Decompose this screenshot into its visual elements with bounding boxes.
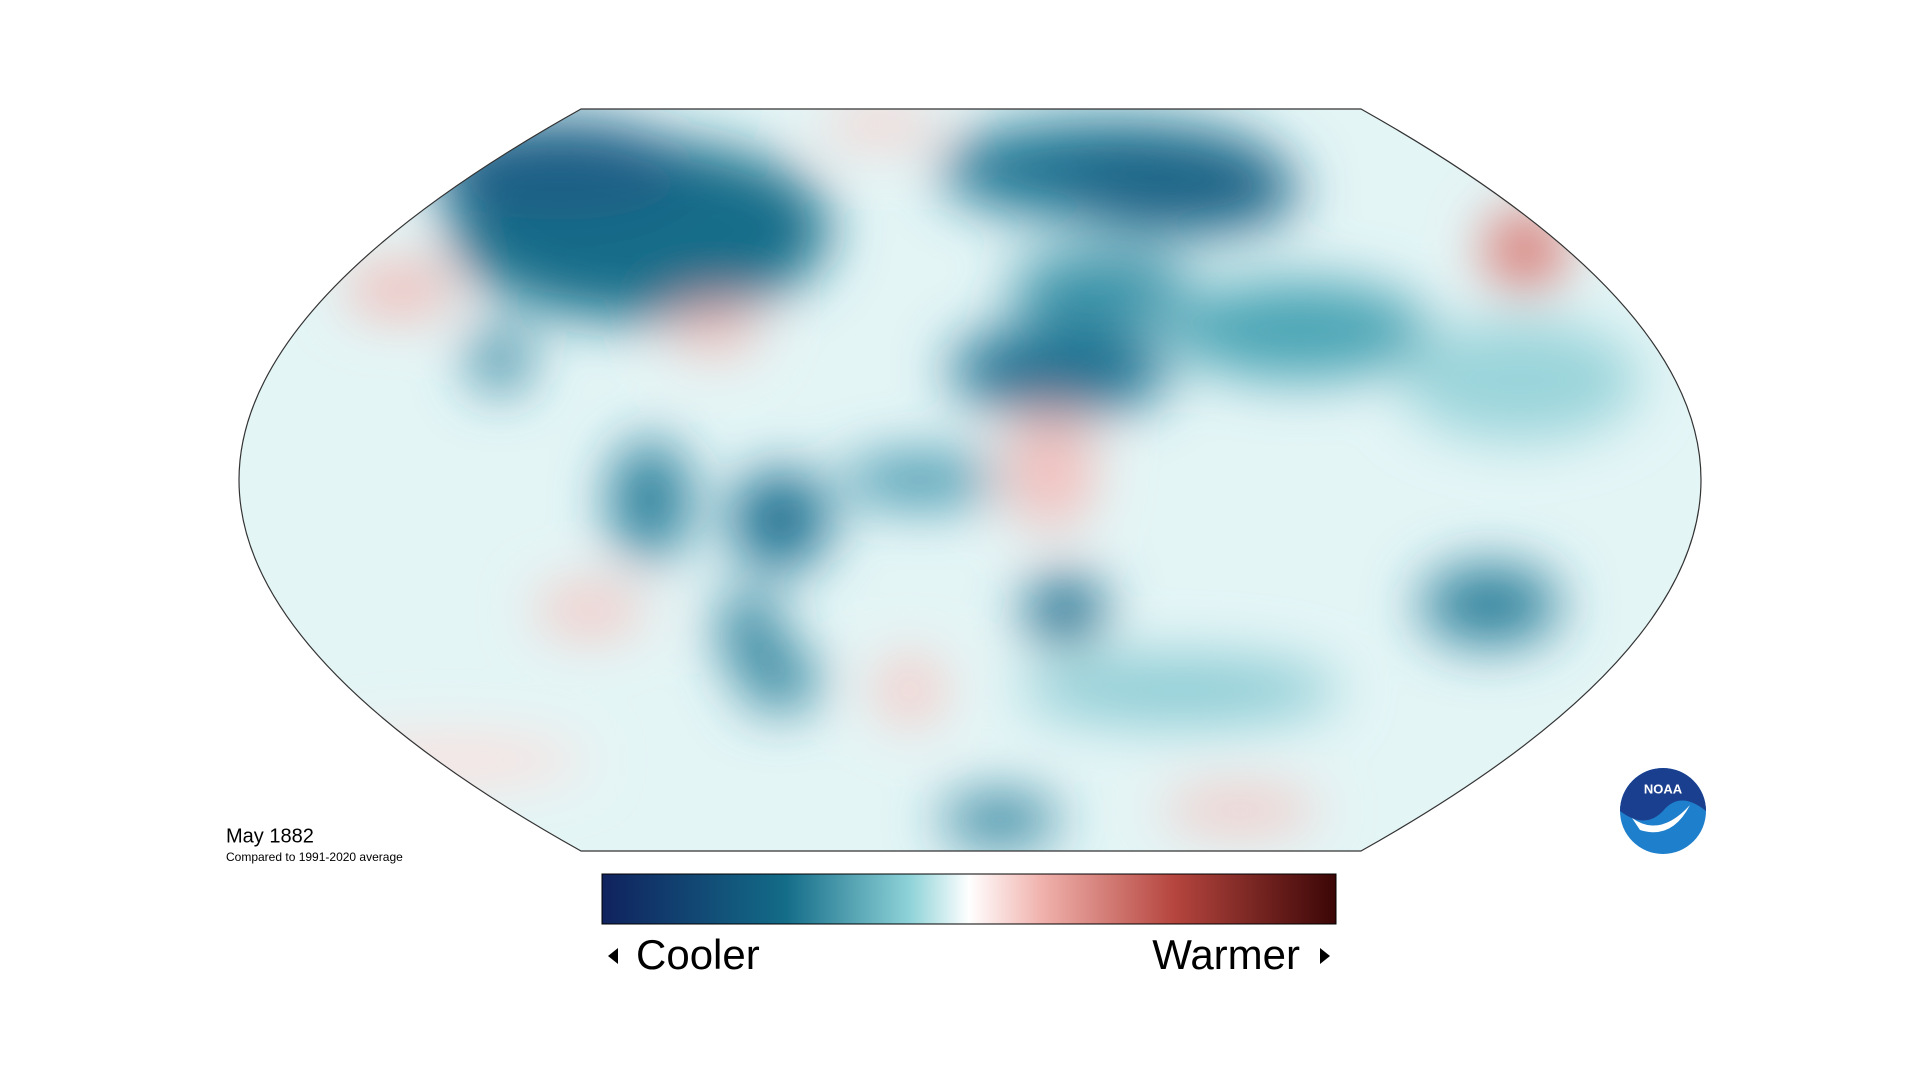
subtitle: Compared to 1991-2020 average	[226, 850, 403, 864]
cooler-label: Cooler	[636, 931, 760, 978]
warmer-arrow	[1320, 948, 1330, 964]
anomaly-field	[239, 109, 1701, 851]
logo-bird	[1632, 805, 1690, 833]
logo-top	[1620, 768, 1706, 821]
warmer-label: Warmer	[1152, 931, 1300, 978]
map-outline	[238, 108, 1702, 852]
period-label: May 1882	[226, 825, 314, 847]
noaa-logo: NOAA	[1620, 768, 1706, 854]
colorbar	[601, 873, 1337, 925]
cooler-arrow	[608, 948, 618, 964]
logo-text: NOAA	[1644, 781, 1683, 796]
